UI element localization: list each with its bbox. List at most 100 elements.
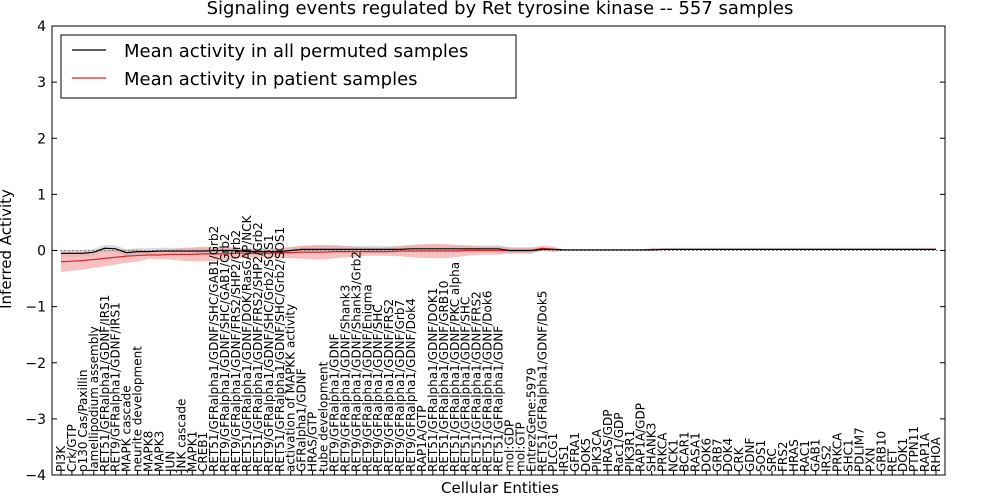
x-category-label: RASA1	[688, 432, 702, 472]
x-category-label: SHC1	[842, 439, 856, 472]
x-category-label: BCAR1	[677, 431, 691, 472]
x-category-label: EntrezGene:5979	[524, 368, 538, 473]
x-category-label: RET51/GFRalpha1/GDNF/FRS2	[470, 291, 484, 472]
chart-title: Signaling events regulated by Ret tyrosi…	[207, 0, 794, 19]
x-category-label: RET9/GFRalpha1/GDNF/SHC	[371, 304, 385, 472]
legend-label-patient: Mean activity in patient samples	[124, 69, 418, 90]
y-tick-label: 1	[37, 187, 46, 203]
x-category-label: RET51/GFRalpha1/GDNF/SHC/GAB1/Grb2	[207, 226, 221, 472]
x-category-label: RET51/GFRalpha1/GDNF/SHC	[459, 297, 473, 472]
x-category-label: CRK	[732, 446, 746, 472]
x-category-label: RET51/GFRalpha1/GDNF/DOK1	[426, 288, 440, 472]
x-category-label: PIK3R1	[623, 430, 637, 472]
y-tick-label: 4	[37, 19, 46, 35]
x-category-label: DOK6	[699, 438, 713, 472]
x-category-label: JNK cascade	[174, 399, 188, 473]
x-category-label: RET9/GFRalpha1/GDNF/Shank3/Grb2	[349, 251, 363, 472]
x-category-label: HRAS/GDP	[601, 409, 615, 472]
x-category-label: GFRA1	[568, 432, 582, 472]
x-category-label: SHANK3	[645, 423, 659, 472]
x-category-label: RET51/GFRalpha1/GDNF/PKC alpha	[448, 262, 462, 472]
x-category-label: MAPK cascade	[120, 385, 134, 472]
x-category-label: RET51/GFRalpha1/GDNF/SHC/Grb2/SOS1	[273, 227, 287, 472]
x-category-label: tube development	[317, 361, 331, 472]
x-category-label: RAP1A/GTP	[415, 405, 429, 472]
x-category-label: DOK5	[579, 438, 593, 472]
x-category-label: RHOA	[929, 436, 943, 472]
x-category-label: SOS1	[754, 440, 768, 472]
patient-spread-band	[61, 243, 936, 272]
x-category-label: PI3K	[54, 445, 68, 472]
y-axis-label: Inferred Activity	[0, 189, 15, 309]
x-category-label: IRS2	[820, 445, 834, 472]
x-category-label: GAB1	[809, 439, 823, 472]
legend-label-permuted: Mean activity in all permuted samples	[124, 41, 468, 62]
y-tick-label: −4	[25, 468, 46, 484]
x-category-label: PRKCA	[831, 432, 845, 472]
x-category-label: RET9/GFRalpha1/GDNF/Shank3	[338, 285, 352, 472]
x-category-label: neurite development	[131, 346, 145, 472]
x-category-label: RAP1A/GDP	[634, 403, 648, 472]
x-category-label: JUN	[163, 451, 177, 473]
legend: Mean activity in all permuted samples Me…	[60, 34, 517, 99]
x-category-label: activation of MAPKK activity	[284, 304, 298, 472]
x-category-label: DOK1	[896, 438, 910, 472]
x-category-label: PRKCA	[656, 432, 670, 472]
x-category-label: RET	[885, 448, 899, 472]
x-category-label: RET9/GFRalpha1/GDNF/SHC/Grb2/SOS1	[262, 234, 276, 472]
x-category-label: RET9/GFRalpha1/GDNF/SHC/GAB1/Grb2	[218, 233, 232, 472]
legend-box	[60, 34, 517, 99]
x-category-label: p130 Cas/Paxillin	[76, 370, 90, 472]
x-category-label: PIK3CA	[590, 428, 604, 472]
x-category-label: CREB1	[196, 432, 210, 472]
y-tick-label: −2	[25, 356, 46, 372]
x-category-label: RET51/GFRalpha1/GDNF/Dok5	[535, 291, 549, 472]
x-category-label: MAPK3	[152, 431, 166, 472]
x-category-label: RET9/GFRalpha1/GDNF/IRS1	[109, 302, 123, 472]
x-category-label: mol:GDP	[502, 420, 516, 472]
x-category-label: RET9/GFRalpha1/GDNF/Enigma	[360, 284, 374, 472]
x-category-label: PLCG1	[546, 433, 560, 472]
x-category-label: NCK1	[667, 439, 681, 472]
x-category-label: GRB10	[874, 431, 888, 472]
x-category-label: lamellipodium assembly	[87, 326, 101, 472]
x-category-label: GFRalpha1/GDNF	[295, 368, 309, 472]
x-category-label: RET51/GFRalpha1/GDNF/GRB10	[437, 281, 451, 472]
x-category-label: mol:GTP	[513, 422, 527, 472]
x-category-label: HRAS/GTP	[306, 412, 320, 472]
x-category-label: MAPK1	[185, 431, 199, 472]
x-category-label: GRB7	[710, 438, 724, 472]
y-tick-label: −3	[25, 412, 46, 428]
x-category-label: Rac1/GDP	[612, 413, 626, 472]
x-category-label: PXN	[863, 448, 877, 472]
x-category-label: RET9/GFRalpha1/GDNF/FRS2	[382, 299, 396, 472]
x-category-label: RET51/GFRalpha1/GDNF/IRS1	[98, 295, 112, 472]
x-category-label: RET51/GFRalpha1/GDNF	[492, 326, 506, 472]
x-category-label: PTPN11	[907, 426, 921, 472]
x-axis-label: Cellular Entities	[441, 479, 559, 497]
series-line-permuted	[61, 247, 936, 254]
x-category-label: RET9/GFRalpha1/GDNF	[327, 333, 341, 472]
x-category-label: RET51/GFRalpha1/GDNF/DOK/RasGAP/NCK	[240, 214, 254, 472]
x-category-label: RET9/GFRalpha1/GDNF/Grb7	[393, 300, 407, 472]
y-tick-label: 2	[37, 131, 46, 147]
x-category-label: RET9/GFRalpha1/GDNF/Dok4	[404, 298, 418, 472]
x-category-label: FRS2	[776, 442, 790, 473]
x-category-label: DOK4	[721, 438, 735, 472]
x-category-label: RET51/GFRalpha1/GDNF/Dok6	[481, 291, 495, 472]
x-category-label: MAPK8	[142, 431, 156, 472]
y-tick-label: −1	[25, 300, 46, 316]
x-category-label: GDNF	[743, 437, 757, 472]
y-tick-label: 0	[37, 244, 46, 260]
x-category-label: RAC1	[798, 440, 812, 472]
x-category-label: Crk/GTP	[65, 424, 79, 472]
x-category-label: SRC	[765, 448, 779, 472]
x-category-label: HRAS	[787, 439, 801, 472]
x-category-label: PDLIM7	[852, 427, 866, 472]
y-tick-label: 3	[37, 75, 46, 91]
x-category-label: RET51/GFRalpha1/GDNF/FRS2/SHP2/Grb2	[251, 222, 265, 472]
x-category-label: RAP1A	[918, 432, 932, 472]
x-category-label: IRS1	[557, 445, 571, 472]
